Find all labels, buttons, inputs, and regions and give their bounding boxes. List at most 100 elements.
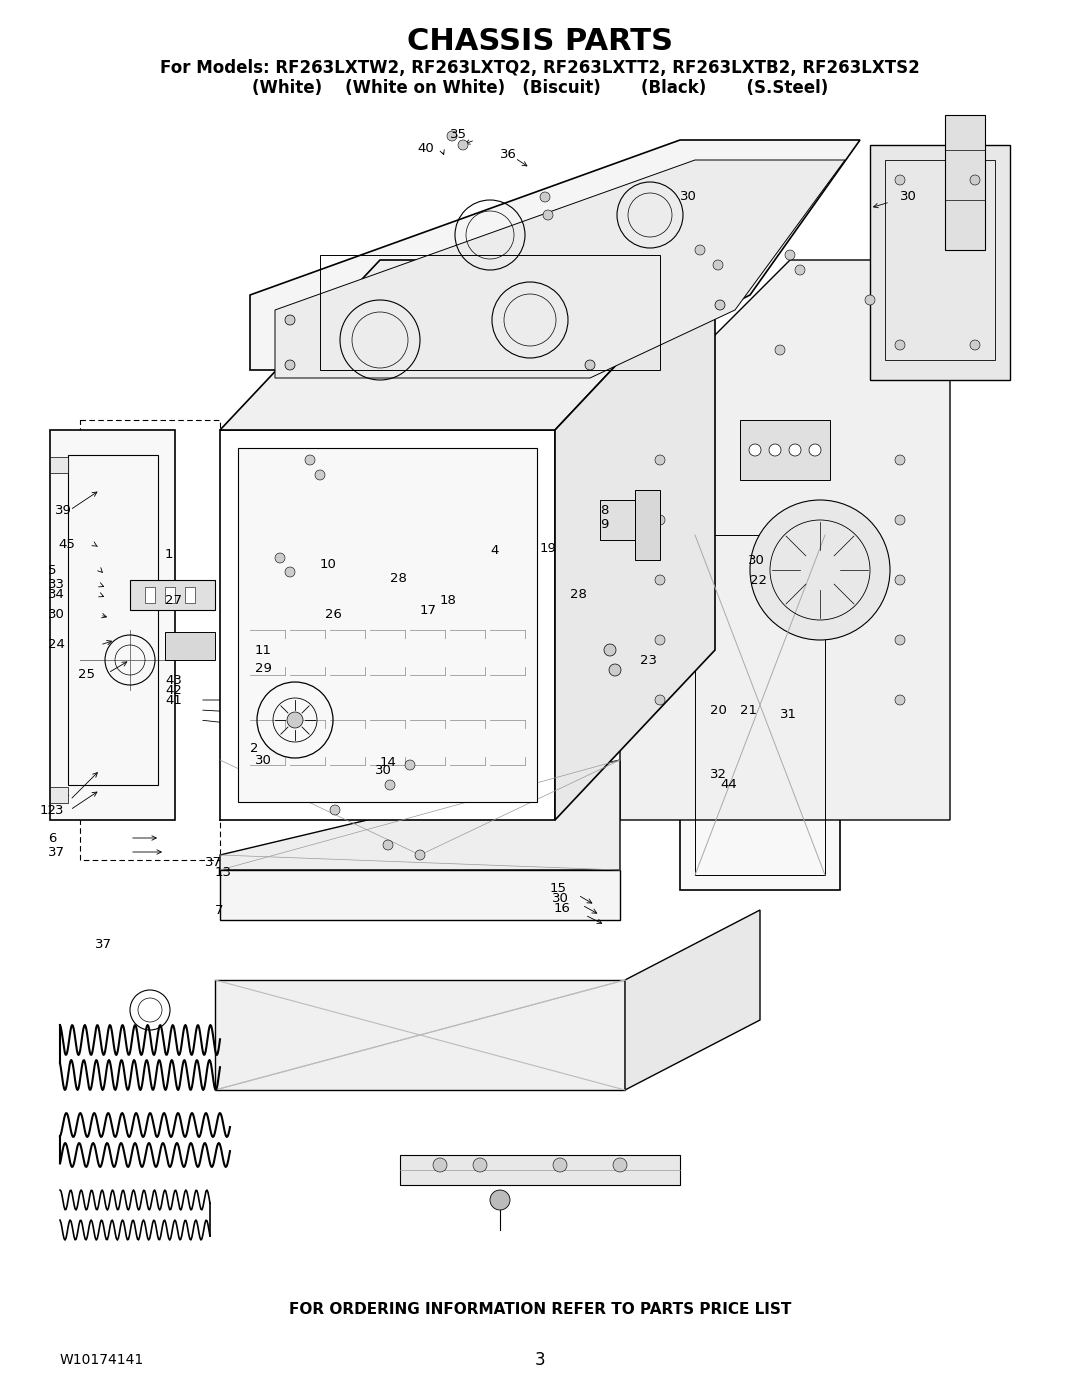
Bar — [220, 430, 555, 820]
Circle shape — [895, 576, 905, 585]
Text: 44: 44 — [720, 778, 737, 792]
Polygon shape — [600, 500, 635, 541]
Bar — [885, 161, 995, 360]
Polygon shape — [400, 1155, 680, 1185]
Text: 8: 8 — [600, 503, 608, 517]
Text: 19: 19 — [540, 542, 557, 555]
Text: 13: 13 — [215, 866, 232, 879]
Circle shape — [970, 339, 980, 351]
Circle shape — [604, 644, 616, 657]
Circle shape — [654, 515, 665, 525]
Polygon shape — [220, 760, 620, 870]
Text: 24: 24 — [48, 638, 65, 651]
Text: 26: 26 — [325, 609, 342, 622]
Circle shape — [405, 760, 415, 770]
Circle shape — [769, 444, 781, 455]
Circle shape — [285, 360, 295, 370]
Text: 45: 45 — [58, 538, 75, 552]
Circle shape — [415, 849, 426, 861]
Polygon shape — [215, 981, 625, 1090]
Circle shape — [895, 175, 905, 184]
Text: 12: 12 — [40, 803, 57, 816]
Polygon shape — [625, 909, 760, 1090]
Text: 3: 3 — [535, 1351, 545, 1369]
Text: 30: 30 — [255, 753, 272, 767]
Text: 10: 10 — [320, 559, 337, 571]
Text: 37: 37 — [205, 855, 222, 869]
Text: 42: 42 — [165, 683, 181, 697]
Text: 9: 9 — [600, 518, 608, 531]
Polygon shape — [50, 430, 175, 820]
Text: 36: 36 — [500, 148, 517, 162]
Text: 32: 32 — [710, 768, 727, 781]
Bar — [145, 587, 156, 604]
Text: 28: 28 — [390, 571, 407, 584]
Circle shape — [654, 455, 665, 465]
Circle shape — [895, 636, 905, 645]
Text: 4: 4 — [490, 543, 498, 556]
Text: 37: 37 — [95, 939, 112, 951]
Circle shape — [585, 360, 595, 370]
Text: 43: 43 — [165, 673, 181, 686]
Circle shape — [543, 210, 553, 219]
Text: 30: 30 — [680, 190, 697, 204]
Circle shape — [750, 500, 890, 640]
Text: 31: 31 — [780, 708, 797, 721]
Bar — [320, 256, 660, 370]
Text: 40: 40 — [417, 141, 434, 155]
Polygon shape — [680, 520, 840, 890]
Text: 35: 35 — [450, 129, 467, 141]
Bar — [165, 587, 175, 604]
Bar — [740, 420, 831, 481]
Text: 18: 18 — [440, 594, 457, 606]
Circle shape — [713, 260, 723, 270]
Text: 11: 11 — [255, 644, 272, 657]
Circle shape — [654, 636, 665, 645]
Circle shape — [654, 694, 665, 705]
Text: 30: 30 — [552, 891, 569, 904]
Bar — [238, 448, 537, 802]
Text: 14: 14 — [380, 756, 396, 768]
Circle shape — [285, 567, 295, 577]
Bar — [50, 457, 68, 474]
Circle shape — [613, 1158, 627, 1172]
Circle shape — [970, 175, 980, 184]
Text: 30: 30 — [48, 609, 65, 622]
Circle shape — [433, 1158, 447, 1172]
Bar — [50, 787, 68, 803]
Text: 1: 1 — [165, 549, 174, 562]
Text: 29: 29 — [255, 662, 272, 675]
Polygon shape — [130, 580, 215, 610]
Text: 16: 16 — [554, 901, 571, 915]
Circle shape — [383, 840, 393, 849]
Text: (White)    (White on White)   (Biscuit)       (Black)       (S.Steel): (White) (White on White) (Biscuit) (Blac… — [252, 80, 828, 96]
Circle shape — [287, 712, 303, 728]
Text: 2: 2 — [249, 742, 258, 754]
Text: 22: 22 — [750, 574, 767, 587]
Circle shape — [895, 515, 905, 525]
Bar — [68, 455, 158, 785]
Circle shape — [447, 131, 457, 141]
Polygon shape — [165, 631, 215, 659]
Circle shape — [384, 780, 395, 789]
Bar — [185, 587, 195, 604]
Polygon shape — [249, 140, 860, 370]
Circle shape — [809, 444, 821, 455]
Text: 5: 5 — [48, 563, 56, 577]
Text: 39: 39 — [55, 503, 72, 517]
Text: 20: 20 — [710, 704, 727, 717]
Circle shape — [285, 314, 295, 326]
Bar — [696, 535, 825, 875]
Text: 30: 30 — [748, 553, 765, 567]
Text: 34: 34 — [48, 588, 65, 602]
Text: 7: 7 — [215, 904, 224, 916]
Circle shape — [315, 469, 325, 481]
Text: 21: 21 — [740, 704, 757, 717]
Polygon shape — [275, 161, 845, 379]
Polygon shape — [220, 260, 715, 430]
Circle shape — [775, 345, 785, 355]
Bar — [945, 115, 985, 250]
Circle shape — [458, 140, 468, 149]
Text: 3: 3 — [55, 803, 64, 816]
Circle shape — [305, 455, 315, 465]
